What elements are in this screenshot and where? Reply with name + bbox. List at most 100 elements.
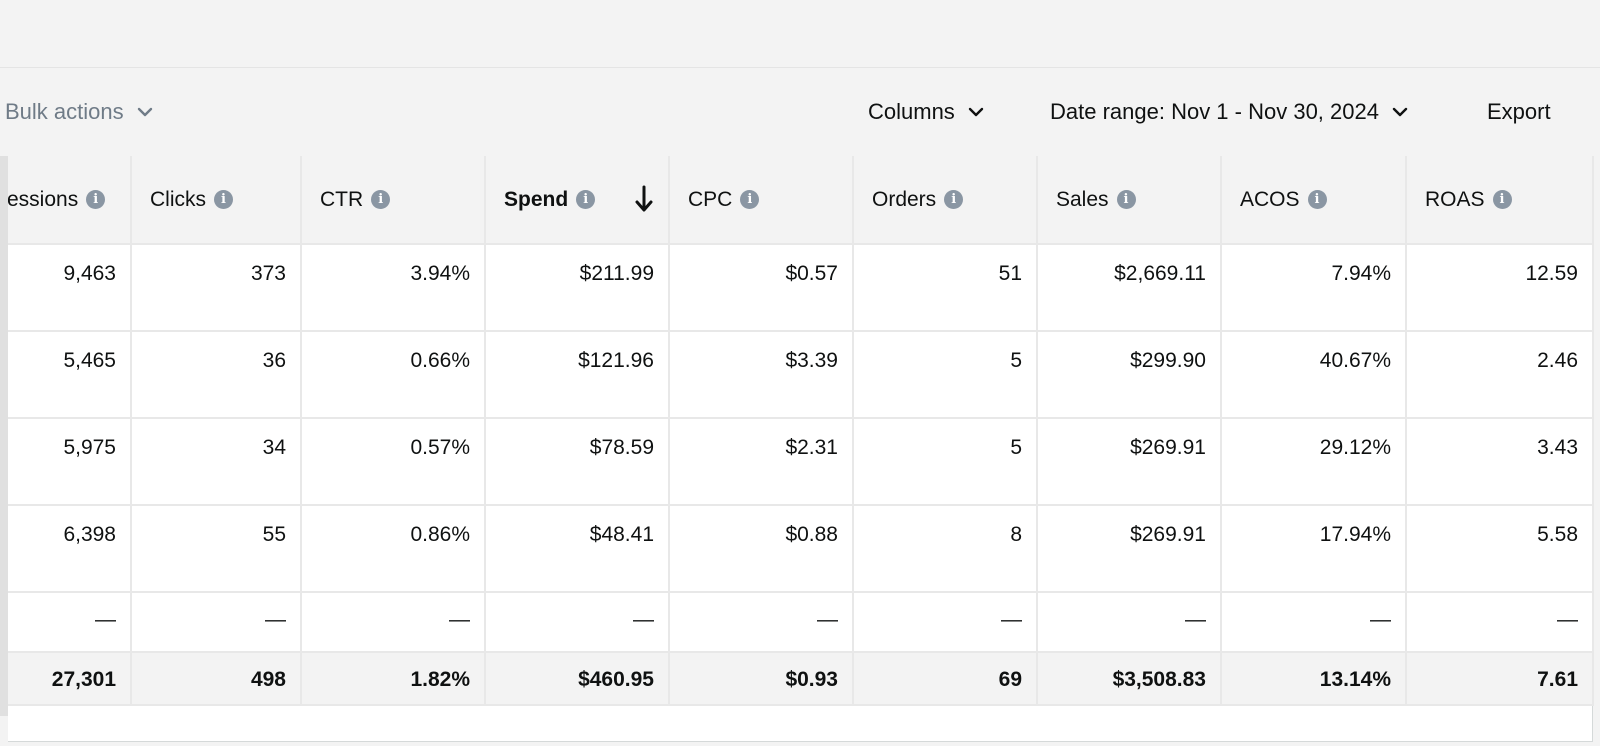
total-cell: $460.95 bbox=[485, 652, 670, 706]
table-cell: $121.96 bbox=[485, 331, 670, 419]
column-header-label: Clicks bbox=[150, 187, 206, 211]
date-range-dropdown[interactable]: Date range: Nov 1 - Nov 30, 2024 bbox=[1050, 68, 1409, 156]
table-cell: 0.57% bbox=[301, 418, 486, 506]
table-cell: $0.88 bbox=[669, 505, 854, 593]
empty-cell: — bbox=[1037, 592, 1222, 653]
total-cell: 498 bbox=[131, 652, 302, 706]
table-cell: 0.86% bbox=[301, 505, 486, 593]
bulk-actions-dropdown[interactable]: Bulk actions bbox=[5, 68, 154, 156]
chevron-down-icon bbox=[137, 107, 152, 117]
empty-cell: — bbox=[301, 592, 486, 653]
info-icon[interactable]: i bbox=[944, 190, 964, 209]
page-top-band bbox=[0, 0, 1600, 68]
table-cell: 29.12% bbox=[1221, 418, 1407, 506]
table-cell: 34 bbox=[131, 418, 302, 506]
total-cell: 27,301 bbox=[8, 652, 132, 706]
table-cell: 8 bbox=[853, 505, 1038, 593]
empty-cell: — bbox=[131, 592, 302, 653]
export-button[interactable]: Export bbox=[1487, 68, 1551, 156]
total-cell: $3,508.83 bbox=[1037, 652, 1222, 706]
total-cell: 13.14% bbox=[1221, 652, 1407, 706]
table-cell: $2,669.11 bbox=[1037, 244, 1222, 332]
sort-descending-icon[interactable] bbox=[634, 185, 654, 213]
table-cell: 51 bbox=[853, 244, 1038, 332]
info-icon[interactable]: i bbox=[1307, 190, 1327, 209]
table-cell: $269.91 bbox=[1037, 418, 1222, 506]
column-header-label: Sales bbox=[1056, 187, 1109, 211]
table-cell: 5.58 bbox=[1406, 505, 1594, 593]
column-header-label: Spend bbox=[504, 187, 569, 211]
columns-label: Columns bbox=[868, 99, 955, 124]
column-header-sales[interactable]: Sales i bbox=[1037, 156, 1222, 245]
column-header-label: ROAS bbox=[1425, 187, 1485, 211]
empty-cell: — bbox=[1406, 592, 1594, 653]
bulk-actions-label: Bulk actions bbox=[5, 99, 124, 124]
table-cell: 3.94% bbox=[301, 244, 486, 332]
column-header-orders[interactable]: Orders i bbox=[853, 156, 1038, 245]
table-cell: 7.94% bbox=[1221, 244, 1407, 332]
table-left-edge bbox=[0, 156, 8, 716]
table-cell: 5 bbox=[853, 331, 1038, 419]
info-icon[interactable]: i bbox=[86, 190, 106, 209]
table-cell: $3.39 bbox=[669, 331, 854, 419]
total-cell: 69 bbox=[853, 652, 1038, 706]
table-cell: 9,463 bbox=[8, 244, 132, 332]
info-icon[interactable]: i bbox=[1492, 190, 1512, 209]
info-icon[interactable]: i bbox=[1116, 190, 1136, 209]
empty-cell: — bbox=[1221, 592, 1407, 653]
table-cell: 2.46 bbox=[1406, 331, 1594, 419]
total-cell: 1.82% bbox=[301, 652, 486, 706]
column-header-ctr[interactable]: CTR i bbox=[301, 156, 486, 245]
info-icon[interactable]: i bbox=[371, 190, 391, 209]
table-cell: $211.99 bbox=[485, 244, 670, 332]
table-cell: 373 bbox=[131, 244, 302, 332]
total-cell: 7.61 bbox=[1406, 652, 1594, 706]
column-header-spend[interactable]: Spend i bbox=[485, 156, 670, 245]
table-cell: 5 bbox=[853, 418, 1038, 506]
column-header-label: CPC bbox=[688, 187, 733, 211]
table-row: 6,398 55 0.86% $48.41 $0.88 8 $269.91 17… bbox=[8, 505, 1594, 593]
table-cell: 6,398 bbox=[8, 505, 132, 593]
table-cell: 12.59 bbox=[1406, 244, 1594, 332]
table-cell: 40.67% bbox=[1221, 331, 1407, 419]
table-cell: 55 bbox=[131, 505, 302, 593]
columns-dropdown[interactable]: Columns bbox=[868, 68, 985, 156]
chevron-down-icon bbox=[968, 107, 984, 117]
table-cell: $269.91 bbox=[1037, 505, 1222, 593]
table-cell: $78.59 bbox=[485, 418, 670, 506]
column-header-impressions[interactable]: ressions i bbox=[8, 156, 132, 245]
table-cell: $2.31 bbox=[669, 418, 854, 506]
column-header-label: Orders bbox=[872, 187, 937, 211]
column-header-clicks[interactable]: Clicks i bbox=[131, 156, 302, 245]
export-label: Export bbox=[1487, 99, 1551, 124]
column-header-roas[interactable]: ROAS i bbox=[1406, 156, 1594, 245]
table-cell: 0.66% bbox=[301, 331, 486, 419]
table-toolbar: Bulk actions Columns Date range: Nov 1 -… bbox=[0, 68, 1600, 156]
column-header-label: ACOS bbox=[1240, 187, 1300, 211]
empty-cell: — bbox=[485, 592, 670, 653]
chevron-down-icon bbox=[1392, 107, 1408, 117]
table-row: 5,975 34 0.57% $78.59 $2.31 5 $269.91 29… bbox=[8, 418, 1594, 506]
info-icon[interactable]: i bbox=[576, 190, 596, 209]
empty-row: — — — — — — — — — bbox=[8, 592, 1594, 653]
table-row: 9,463 373 3.94% $211.99 $0.57 51 $2,669.… bbox=[8, 244, 1594, 332]
table-cell: 36 bbox=[131, 331, 302, 419]
total-cell: $0.93 bbox=[669, 652, 854, 706]
info-icon[interactable]: i bbox=[740, 190, 760, 209]
totals-row: 27,301 498 1.82% $460.95 $0.93 69 $3,508… bbox=[8, 652, 1594, 706]
table-row: 5,465 36 0.66% $121.96 $3.39 5 $299.90 4… bbox=[8, 331, 1594, 419]
column-header-acos[interactable]: ACOS i bbox=[1221, 156, 1407, 245]
column-header-cpc[interactable]: CPC i bbox=[669, 156, 854, 245]
table-cell: 5,975 bbox=[8, 418, 132, 506]
date-range-label: Date range: Nov 1 - Nov 30, 2024 bbox=[1050, 99, 1379, 124]
column-header-label: CTR bbox=[320, 187, 364, 211]
table-cell: 3.43 bbox=[1406, 418, 1594, 506]
column-header-label: ressions bbox=[8, 187, 79, 211]
info-icon[interactable]: i bbox=[214, 190, 233, 209]
empty-cell: — bbox=[853, 592, 1038, 653]
table-cell: $0.57 bbox=[669, 244, 854, 332]
table-cell: $48.41 bbox=[485, 505, 670, 593]
